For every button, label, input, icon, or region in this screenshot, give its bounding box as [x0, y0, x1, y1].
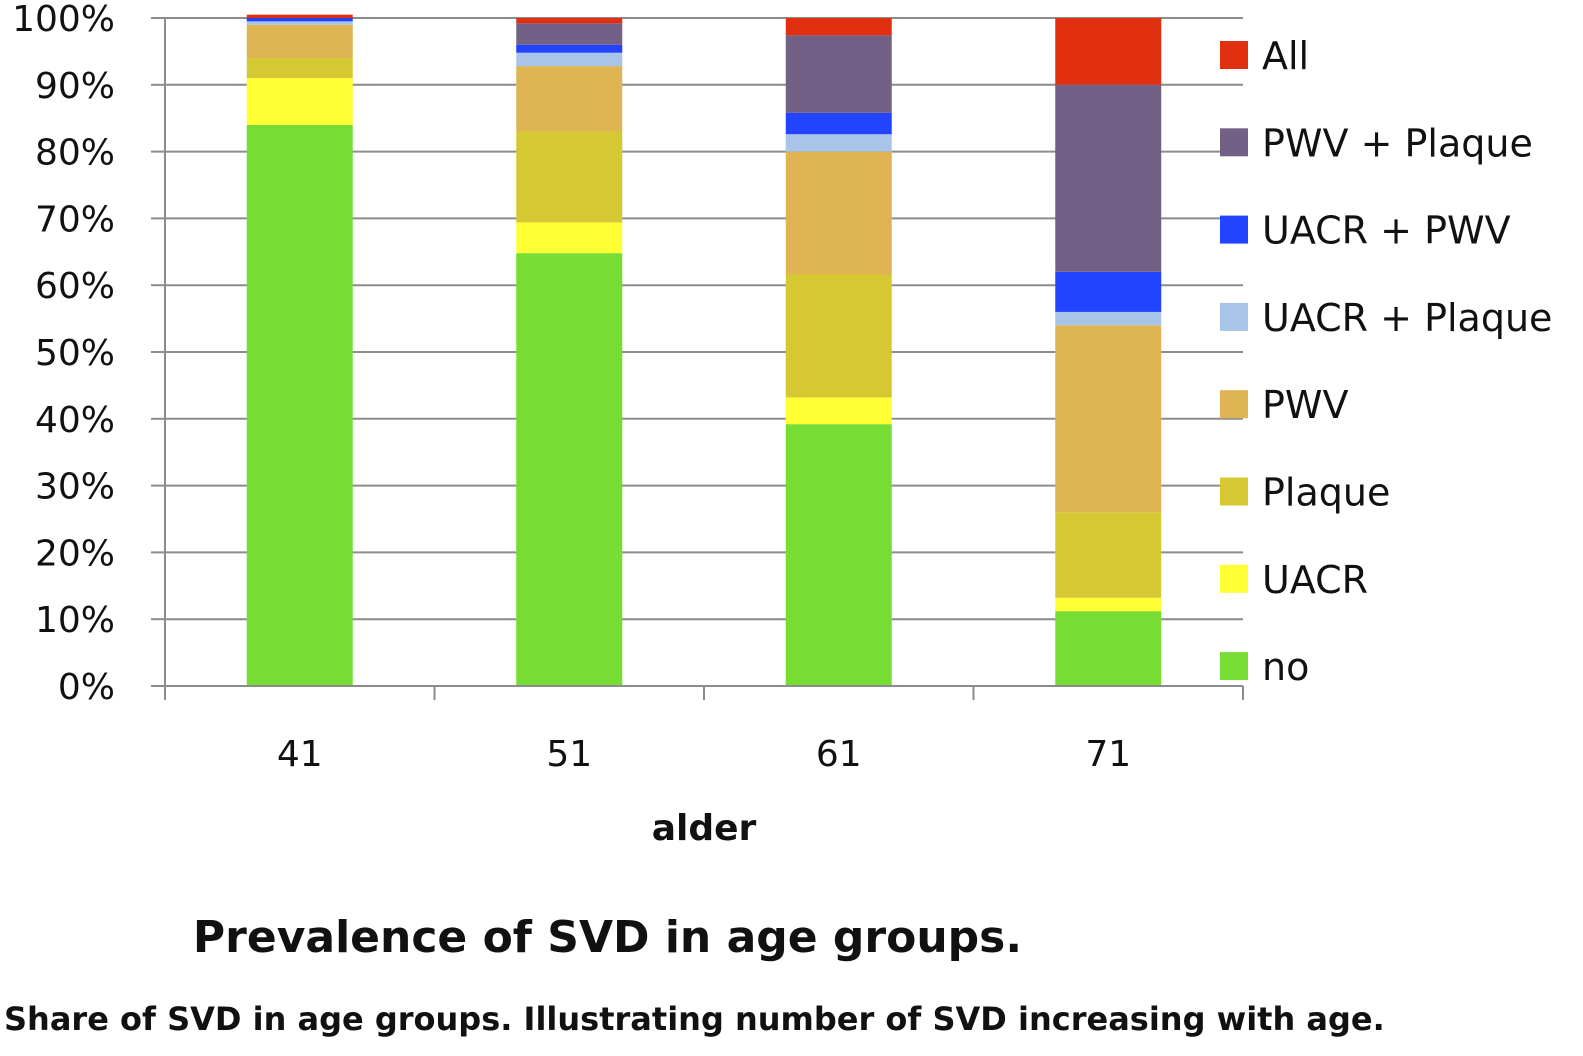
y-tick-label: 100% [12, 0, 115, 40]
bar-segment-plaque-41 [246, 58, 353, 79]
bar-segment-uacr-plaque-41 [246, 21, 353, 25]
bar-segment-no-51 [516, 253, 623, 687]
bar-segment-all-71 [1055, 18, 1162, 85]
bar-segment-uacr-41 [246, 78, 353, 125]
y-tick-label: 40% [35, 400, 115, 441]
bar-segment-no-41 [246, 124, 353, 686]
legend-swatch-pwv [1220, 390, 1248, 419]
y-tick-labels: 0% 10% 20% 30% 40% 50% 60% 70% 80% 90% 100% [12, 0, 115, 708]
bar-segment-uacr-pwv-41 [246, 18, 353, 22]
bar-segment-all-41 [246, 14, 353, 18]
axes [164, 18, 1244, 700]
bar-segment-pwv-41 [246, 24, 353, 59]
bars [246, 14, 1162, 687]
legend-label-uacr-plaque: UACR + Plaque [1262, 296, 1552, 340]
y-tick-label: 60% [35, 266, 115, 307]
bar-segment-pwv-plaque-71 [1055, 84, 1162, 272]
bar-segment-plaque-61 [785, 274, 892, 398]
bar-segment-uacr-pwv-51 [516, 44, 623, 53]
bar-segment-pwv-plaque-51 [516, 23, 623, 45]
bar-segment-all-61 [785, 18, 892, 36]
legend-swatch-pwv-plaque [1220, 128, 1248, 157]
y-tick-label: 0% [58, 667, 115, 708]
legend-label-pwv-plaque: PWV + Plaque [1262, 121, 1533, 165]
legend-label-plaque: Plaque [1262, 471, 1390, 515]
bar-segment-plaque-51 [516, 131, 623, 223]
y-tick-label: 50% [35, 333, 115, 374]
legend-swatch-uacr-plaque [1220, 302, 1248, 331]
legend-label-all: All [1262, 34, 1309, 78]
legend-swatch-all [1220, 41, 1248, 69]
legend-label-uacr-pwv: UACR + PWV [1262, 209, 1511, 253]
bar-segment-uacr-51 [516, 222, 623, 254]
legend-swatch-uacr [1220, 564, 1248, 593]
bar-segment-plaque-71 [1055, 512, 1162, 598]
bar-segment-no-61 [785, 424, 892, 686]
bar-segment-uacr-plaque-71 [1055, 311, 1162, 326]
legend-swatch-uacr-pwv [1220, 215, 1248, 244]
x-tick-label: 71 [1085, 734, 1131, 775]
legend-label-no: no [1262, 645, 1309, 689]
bar-segment-pwv-61 [785, 151, 892, 275]
bar-segment-pwv-plaque-61 [785, 35, 892, 113]
bar-segment-uacr-plaque-51 [516, 52, 623, 67]
figure-title: Prevalence of SVD in age groups. [192, 912, 1023, 963]
legend: All PWV + Plaque UACR + PWV UACR + Plaque PW… [1220, 34, 1552, 689]
x-tick-label: 51 [546, 734, 592, 775]
y-tick-label: 10% [35, 600, 115, 641]
bar-segment-uacr-61 [785, 397, 892, 425]
x-axis-title: alder [652, 808, 757, 849]
x-tick-label: 41 [277, 734, 323, 775]
bar-segment-no-71 [1055, 611, 1162, 686]
bar-segment-uacr-pwv-71 [1055, 271, 1162, 312]
figure-caption: Share of SVD in age groups. Illustrating… [4, 1000, 1385, 1038]
bar-segment-pwv-71 [1055, 325, 1162, 513]
x-tick-labels: 41 51 61 71 [277, 734, 1131, 775]
bar-segment-all-51 [516, 18, 623, 24]
legend-swatch-plaque [1220, 477, 1248, 506]
bar-segment-uacr-plaque-61 [785, 134, 892, 152]
bar-segment-uacr-71 [1055, 597, 1162, 612]
y-tick-label: 80% [35, 133, 115, 174]
legend-label-pwv: PWV [1262, 383, 1348, 427]
y-tick-label: 20% [35, 533, 115, 574]
y-tick-label: 70% [35, 199, 115, 240]
y-tick-label: 30% [35, 467, 115, 508]
bar-segment-uacr-pwv-61 [785, 112, 892, 135]
bar-segment-pwv-51 [516, 66, 623, 132]
y-tick-label: 90% [35, 66, 115, 107]
legend-label-uacr: UACR [1262, 558, 1368, 602]
legend-swatch-no [1220, 652, 1248, 681]
x-tick-label: 61 [816, 734, 862, 775]
